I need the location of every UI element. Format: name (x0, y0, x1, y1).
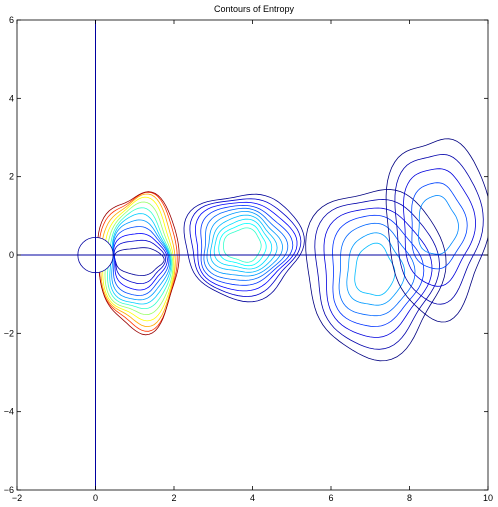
y-tick-label: 2 (9, 172, 14, 182)
contour-cylinder-wake-8 (102, 196, 175, 322)
x-tick-label: 10 (483, 493, 493, 503)
x-tick-label: −2 (12, 493, 22, 503)
x-tick-label: 6 (328, 493, 333, 503)
contour-cylinder-wake-4 (111, 219, 171, 301)
contour-cylinder-wake-1 (113, 239, 167, 284)
contour-lines (77, 138, 488, 362)
y-tick-label: −2 (4, 328, 14, 338)
x-tick-label: 0 (93, 493, 98, 503)
contour-vortex-2-3 (200, 204, 294, 286)
contour-vortex-2-8 (218, 222, 267, 267)
axes: −2 0 2 4 6 8 10 −6 −4 −2 0 2 4 6 (4, 15, 493, 503)
contour-vortex-2-1 (189, 198, 302, 297)
contour-vortex-4-0 (385, 138, 488, 323)
contour-vortex-4-3 (411, 182, 468, 270)
contour-vortex-2-6 (209, 214, 278, 273)
x-tick-label: 2 (171, 493, 176, 503)
y-tick-label: 6 (9, 15, 14, 25)
contour-vortex-2-4 (203, 207, 289, 281)
contour-cylinder-wake-2 (113, 233, 168, 291)
contour-cylinder-wake-3 (113, 226, 170, 296)
contour-vortex-3-2 (323, 207, 433, 338)
contour-vortex-3-1 (314, 199, 440, 350)
contour-vortex-2-7 (213, 218, 273, 270)
y-tick-label: 0 (9, 250, 14, 260)
contour-vortex-4-1 (394, 154, 484, 305)
contour-vortex-3-0 (305, 189, 447, 362)
y-tick-label: −6 (4, 485, 14, 495)
contour-vortex-2-9 (223, 227, 262, 263)
contour-vortex-2-0 (183, 193, 305, 303)
x-tick-label: 8 (407, 493, 412, 503)
contour-vortex-3-6 (354, 242, 396, 296)
contour-vortex-3-4 (338, 222, 416, 317)
y-tick-label: 4 (9, 93, 14, 103)
x-tick-label: 4 (250, 493, 255, 503)
contour-cylinder-wake-6 (107, 207, 173, 309)
contour-vortex-4-4 (418, 195, 459, 255)
chart-title: Contours of Entropy (214, 4, 295, 14)
contour-vortex-4-2 (403, 168, 476, 287)
contour-cylinder-wake-0 (113, 247, 165, 276)
contour-vortex-3-5 (346, 232, 406, 306)
contour-vortex-2-5 (206, 211, 283, 277)
contour-vortex-3-3 (332, 214, 425, 327)
reference-lines (17, 20, 488, 490)
y-tick-label: −4 (4, 407, 14, 417)
contour-vortex-2-2 (195, 201, 298, 292)
